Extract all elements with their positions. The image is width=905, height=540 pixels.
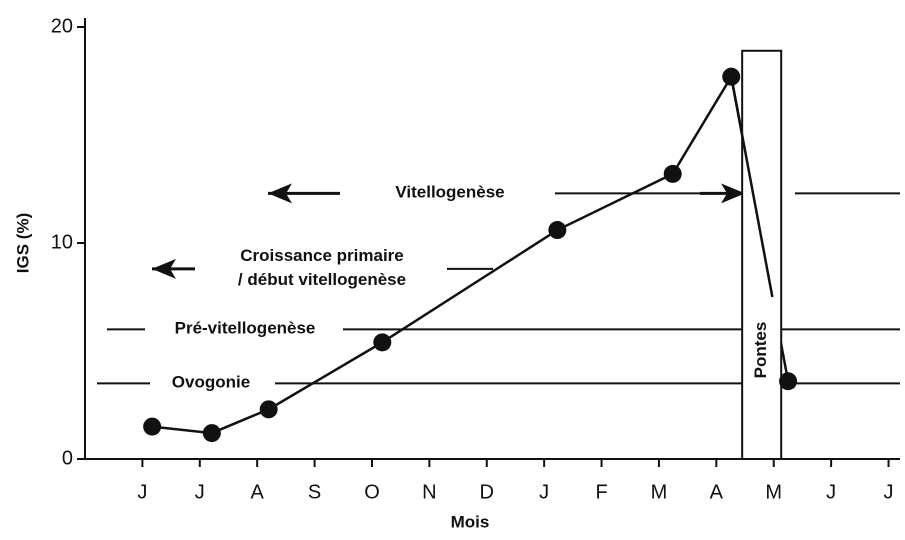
y-axis-label: IGS (%): [13, 213, 32, 273]
x-tick-label: F: [595, 481, 607, 503]
point: [143, 417, 162, 436]
x-tick-label: J: [137, 481, 147, 503]
point: [373, 333, 392, 352]
x-tick-label: N: [422, 481, 436, 503]
arrow-head: [152, 258, 176, 279]
point: [779, 372, 798, 391]
phase-label-line: Ovogonie: [172, 373, 250, 392]
point: [548, 221, 567, 240]
phase-label-line: / début vitellogenèse: [238, 270, 406, 289]
arrow-head: [268, 183, 292, 204]
x-tick-label: J: [826, 481, 836, 503]
x-tick-label: S: [308, 481, 321, 503]
x-tick-label: A: [710, 481, 724, 503]
phase-label: Vitellogenèse: [395, 183, 504, 202]
phase-label: Pré-vitellogenèse: [175, 319, 316, 338]
phase-label-line: Vitellogenèse: [395, 183, 504, 202]
x-tick-label: J: [195, 481, 205, 503]
x-tick-label: J: [884, 481, 894, 503]
y-tick-label: 10: [51, 231, 73, 253]
arrow-head: [721, 183, 745, 204]
x-tick-label: J: [539, 481, 549, 503]
point: [663, 164, 682, 183]
point: [202, 424, 221, 443]
x-tick-label: M: [765, 481, 782, 503]
point: [259, 400, 278, 419]
line: [152, 73, 790, 435]
spawning-label: Pontes: [751, 322, 770, 379]
spawning-box: [741, 49, 783, 460]
phase-label-line: Pré-vitellogenèse: [175, 319, 316, 338]
phase-label: Croissance primaire / début vitellogenèse: [238, 246, 406, 289]
x-tick-label: O: [364, 481, 380, 503]
y-tick-label: 0: [62, 447, 73, 469]
phase-label-line: Croissance primaire: [240, 246, 403, 265]
y-tick-label: 20: [51, 15, 73, 37]
x-axis-label: Mois: [451, 512, 490, 531]
line-inside-box: [730, 76, 774, 298]
x-tick-label: D: [480, 481, 494, 503]
x-tick-label: A: [251, 481, 265, 503]
x-tick-label: M: [651, 481, 668, 503]
phase-label: Ovogonie: [172, 373, 250, 392]
